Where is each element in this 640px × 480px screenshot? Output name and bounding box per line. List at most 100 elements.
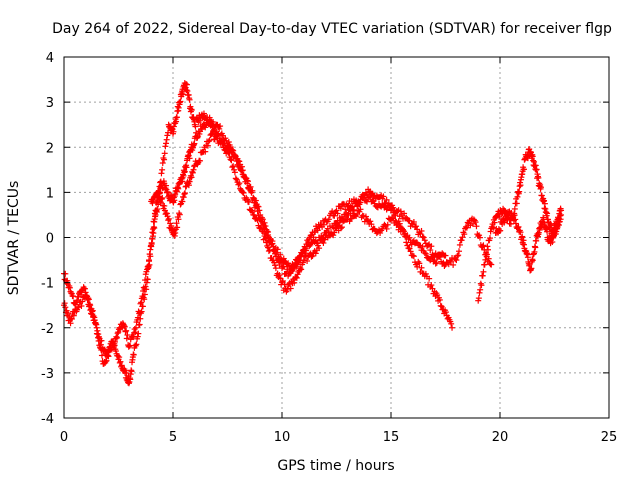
data-point	[217, 123, 224, 130]
data-point	[236, 158, 243, 165]
data-point	[245, 199, 252, 206]
data-point	[253, 203, 260, 210]
data-point	[533, 237, 540, 244]
data-point	[124, 332, 131, 339]
data-point	[113, 334, 120, 341]
data-point	[529, 257, 536, 264]
data-point	[248, 189, 255, 196]
data-point	[176, 211, 183, 218]
data-point	[137, 300, 144, 307]
data-point	[151, 225, 158, 232]
data-point	[455, 252, 462, 259]
data-point	[528, 265, 535, 272]
data-point	[161, 207, 168, 214]
data-point	[491, 219, 498, 226]
data-point	[228, 157, 235, 164]
data-point	[146, 251, 153, 258]
data-point	[209, 123, 216, 130]
data-point	[64, 310, 71, 317]
data-point	[472, 219, 479, 226]
data-point	[173, 114, 180, 121]
data-point	[414, 263, 421, 270]
data-point	[172, 229, 179, 236]
data-point	[70, 312, 77, 319]
data-point	[231, 169, 238, 176]
data-point	[397, 208, 404, 215]
data-point	[85, 296, 92, 303]
data-point	[419, 243, 426, 250]
data-point	[513, 200, 520, 207]
data-point	[533, 166, 540, 173]
data-point	[265, 248, 272, 255]
data-point	[175, 104, 182, 111]
x-tick-label: 20	[492, 430, 509, 445]
data-point	[95, 334, 102, 341]
data-point	[544, 210, 551, 217]
data-point	[163, 136, 170, 143]
data-point	[149, 229, 156, 236]
data-point	[532, 244, 539, 251]
data-point	[112, 338, 119, 345]
data-point	[510, 217, 517, 224]
data-point	[296, 257, 303, 264]
data-point	[236, 180, 243, 187]
data-point	[123, 327, 130, 334]
data-point	[480, 268, 487, 275]
data-point	[512, 220, 519, 227]
data-point	[418, 227, 425, 234]
data-point	[458, 237, 465, 244]
data-point	[254, 208, 261, 215]
data-point	[163, 140, 170, 147]
data-point	[519, 233, 526, 240]
data-point	[170, 128, 177, 135]
data-point	[473, 223, 480, 230]
y-tick-label: 2	[46, 141, 54, 156]
data-point	[98, 352, 105, 359]
data-point	[507, 220, 514, 227]
data-point	[487, 228, 494, 235]
data-point	[437, 302, 444, 309]
data-point	[270, 243, 277, 250]
data-point	[421, 237, 428, 244]
data-point	[180, 172, 187, 179]
data-point	[175, 216, 182, 223]
data-point	[305, 239, 312, 246]
data-point	[231, 152, 238, 159]
data-point	[157, 178, 164, 185]
data-point	[428, 282, 435, 289]
data-point	[289, 267, 296, 274]
data-point	[427, 247, 434, 254]
data-point	[165, 217, 172, 224]
data-point	[380, 193, 387, 200]
data-point	[78, 302, 85, 309]
data-point	[117, 358, 124, 365]
data-point	[139, 293, 146, 300]
data-point	[269, 238, 276, 245]
data-point	[183, 81, 190, 88]
data-point	[514, 193, 521, 200]
data-point	[456, 248, 463, 255]
data-point	[206, 137, 213, 144]
data-point	[66, 284, 73, 291]
data-point	[463, 224, 470, 231]
data-point	[482, 256, 489, 263]
data-point	[61, 276, 68, 283]
y-tick-label: 4	[46, 51, 54, 66]
data-point	[128, 368, 135, 375]
data-point	[437, 253, 444, 260]
data-point	[156, 190, 163, 197]
x-tick-label: 5	[169, 430, 177, 445]
data-point	[141, 286, 148, 293]
data-point	[316, 245, 323, 252]
data-point	[535, 174, 542, 181]
data-point	[87, 302, 94, 309]
data-point	[209, 130, 216, 137]
data-point	[264, 233, 271, 240]
data-point	[406, 234, 413, 241]
data-point	[176, 210, 183, 217]
data-point	[213, 132, 220, 139]
data-point	[72, 306, 79, 313]
y-tick-label: -2	[41, 322, 54, 337]
data-point	[158, 170, 165, 177]
data-point	[342, 206, 349, 213]
